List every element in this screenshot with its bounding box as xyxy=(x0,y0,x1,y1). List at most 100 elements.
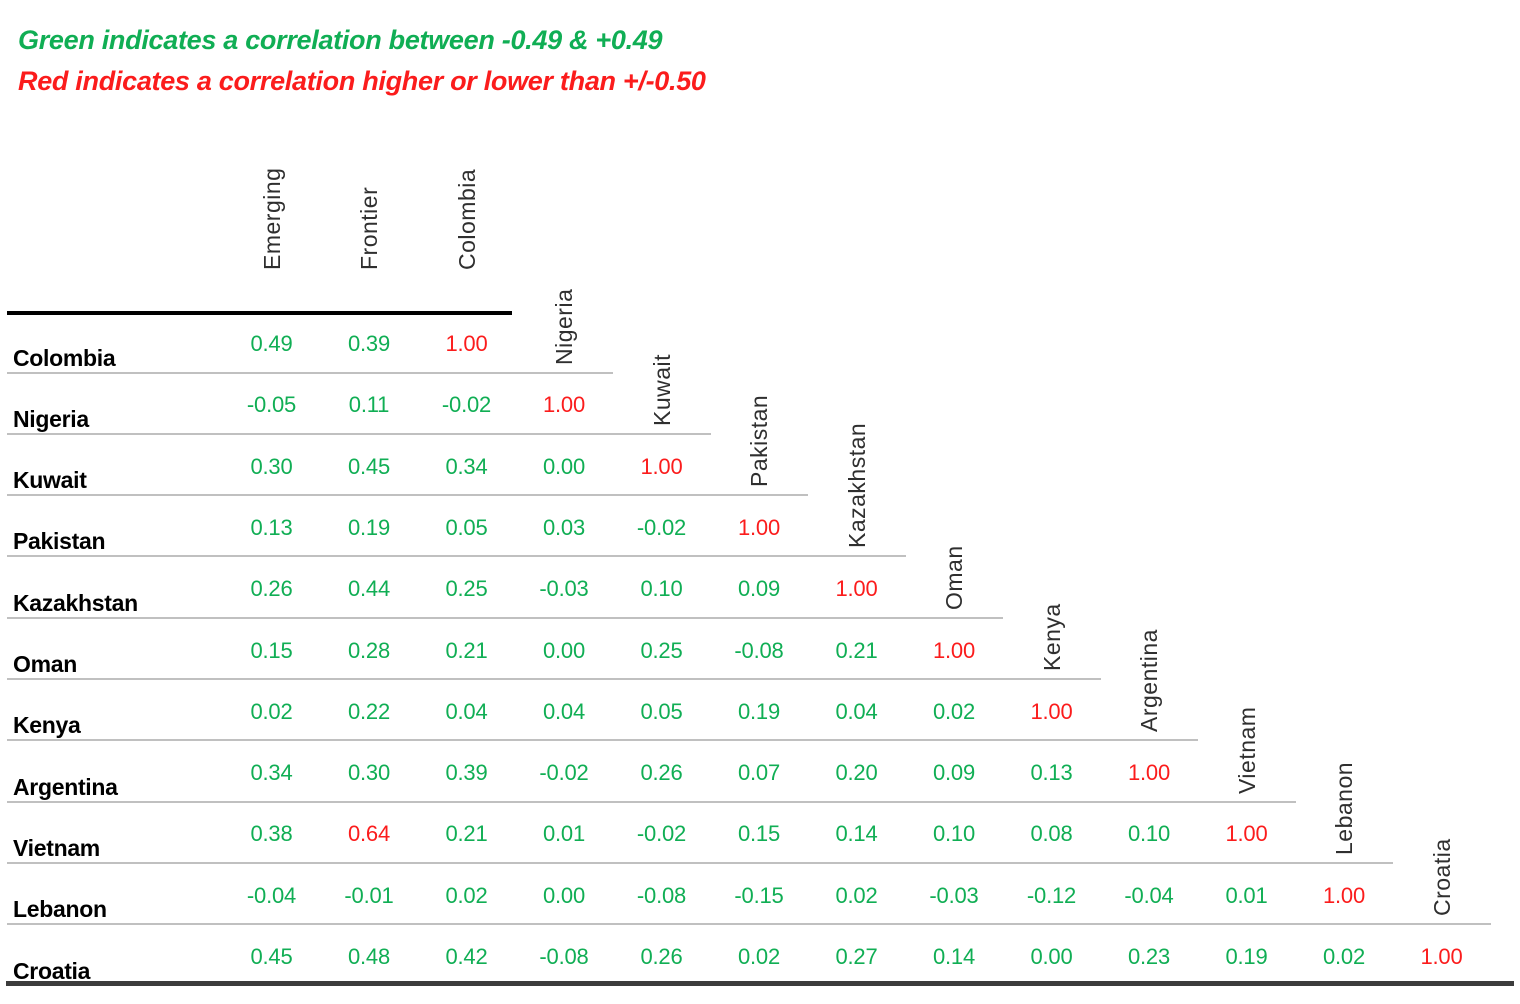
legend-red-note: Red indicates a correlation higher or lo… xyxy=(18,66,706,96)
cell-oman-oman: 1.00 xyxy=(932,637,976,663)
cell-pakistan-colombia: 0.05 xyxy=(445,514,488,540)
cell-colombia-emerging: 0.49 xyxy=(250,331,293,356)
cell-argentina-colombia: 0.39 xyxy=(445,760,488,786)
cell-argentina-nigeria: -0.02 xyxy=(539,760,589,786)
cell-kenya-kenya: 1.00 xyxy=(1030,698,1073,724)
column-header-pakistan: Pakistan xyxy=(746,394,772,488)
cell-oman-kuwait: 0.25 xyxy=(640,637,683,663)
column-header-emerging: Emerging xyxy=(258,167,285,270)
cell-kazakhstan-kuwait: 0.10 xyxy=(640,576,683,602)
cell-colombia-frontier: 0.39 xyxy=(347,331,391,356)
row-label-lebanon: Lebanon xyxy=(13,896,107,923)
header-rule xyxy=(7,311,512,315)
row-underline xyxy=(7,494,808,497)
cell-croatia-kuwait: 0.26 xyxy=(640,944,683,969)
cell-lebanon-frontier: -0.01 xyxy=(344,882,394,908)
cell-lebanon-pakistan: -0.15 xyxy=(734,882,784,908)
cell-croatia-nigeria: -0.08 xyxy=(539,944,589,969)
cell-argentina-argentina: 1.00 xyxy=(1127,760,1171,786)
cell-kazakhstan-emerging: 0.26 xyxy=(250,576,293,602)
cell-croatia-lebanon: 0.02 xyxy=(1322,944,1366,969)
column-header-frontier: Frontier xyxy=(356,186,382,270)
row-label-kazakhstan: Kazakhstan xyxy=(13,589,138,616)
cell-vietnam-argentina: 0.10 xyxy=(1127,821,1171,847)
cell-lebanon-argentina: -0.04 xyxy=(1124,882,1174,908)
cell-argentina-kenya: 0.13 xyxy=(1030,760,1073,786)
cell-lebanon-vietnam: 0.01 xyxy=(1225,882,1268,908)
cell-oman-kazakhstan: 0.21 xyxy=(835,637,878,663)
row-label-colombia: Colombia xyxy=(13,344,116,371)
cell-lebanon-kazakhstan: 0.02 xyxy=(835,882,878,908)
column-header-lebanon: Lebanon xyxy=(1331,761,1357,855)
row-label-argentina: Argentina xyxy=(13,773,118,800)
cell-kenya-colombia: 0.04 xyxy=(445,698,488,724)
cell-kazakhstan-nigeria: -0.03 xyxy=(539,576,589,602)
column-header-kazakhstan: Kazakhstan xyxy=(843,423,870,549)
cell-pakistan-emerging: 0.13 xyxy=(250,514,293,540)
cell-nigeria-nigeria: 1.00 xyxy=(542,392,586,418)
cell-croatia-frontier: 0.48 xyxy=(347,944,391,969)
cell-kenya-kazakhstan: 0.04 xyxy=(835,698,878,724)
column-header-argentina: Argentina xyxy=(1136,629,1162,733)
cell-vietnam-frontier: 0.64 xyxy=(347,821,391,847)
row-label-vietnam: Vietnam xyxy=(13,834,100,861)
cell-kuwait-kuwait: 1.00 xyxy=(640,453,683,479)
row-label-croatia: Croatia xyxy=(13,957,91,984)
cell-kazakhstan-pakistan: 0.09 xyxy=(737,576,781,602)
row-underline xyxy=(7,616,1003,619)
column-header-nigeria: Nigeria xyxy=(551,288,577,365)
cell-croatia-argentina: 0.23 xyxy=(1127,944,1171,969)
cell-argentina-emerging: 0.34 xyxy=(250,760,293,786)
cell-pakistan-frontier: 0.19 xyxy=(347,514,391,540)
row-underline xyxy=(7,555,906,558)
row-label-kenya: Kenya xyxy=(13,712,81,739)
cell-kuwait-emerging: 0.30 xyxy=(250,453,293,479)
cell-nigeria-frontier: 0.11 xyxy=(348,392,390,418)
row-label-pakistan: Pakistan xyxy=(13,528,106,555)
row-underline xyxy=(7,739,1198,742)
legend-green-note: Green indicates a correlation between -0… xyxy=(18,25,663,55)
cell-pakistan-kuwait: -0.02 xyxy=(636,514,687,540)
cell-kenya-emerging: 0.02 xyxy=(250,698,293,724)
cell-pakistan-pakistan: 1.00 xyxy=(737,514,781,540)
column-header-colombia: Colombia xyxy=(453,168,480,270)
cell-kazakhstan-frontier: 0.44 xyxy=(347,576,391,602)
cell-croatia-emerging: 0.45 xyxy=(250,944,293,969)
cell-vietnam-pakistan: 0.15 xyxy=(737,821,781,847)
cell-vietnam-kazakhstan: 0.14 xyxy=(835,821,878,847)
column-header-vietnam: Vietnam xyxy=(1233,706,1260,794)
cell-kenya-frontier: 0.22 xyxy=(347,698,391,724)
legend: Green indicates a correlation between -0… xyxy=(18,20,706,102)
cell-argentina-kuwait: 0.26 xyxy=(640,760,683,786)
cell-argentina-oman: 0.09 xyxy=(932,760,976,786)
cell-croatia-kenya: 0.00 xyxy=(1030,944,1073,969)
cell-vietnam-kenya: 0.08 xyxy=(1030,821,1073,847)
row-label-nigeria: Nigeria xyxy=(13,405,89,432)
bottom-rule xyxy=(6,981,1514,986)
row-underline xyxy=(7,800,1296,803)
column-header-kenya: Kenya xyxy=(1038,603,1065,671)
cell-pakistan-nigeria: 0.03 xyxy=(542,514,586,540)
cell-colombia-colombia: 1.00 xyxy=(445,331,488,356)
row-underline xyxy=(7,861,1393,864)
cell-nigeria-emerging: -0.05 xyxy=(246,392,297,418)
cell-croatia-pakistan: 0.02 xyxy=(737,944,781,969)
row-label-oman: Oman xyxy=(13,651,77,677)
cell-nigeria-colombia: -0.02 xyxy=(441,392,492,418)
cell-lebanon-emerging: -0.04 xyxy=(246,882,297,908)
cell-vietnam-vietnam: 1.00 xyxy=(1225,821,1268,847)
cell-kuwait-colombia: 0.34 xyxy=(445,453,488,479)
cell-kuwait-frontier: 0.45 xyxy=(347,453,391,479)
cell-kenya-nigeria: 0.04 xyxy=(542,698,586,724)
cell-argentina-pakistan: 0.07 xyxy=(737,760,781,786)
cell-kuwait-nigeria: 0.00 xyxy=(542,453,586,479)
cell-argentina-kazakhstan: 0.20 xyxy=(835,760,878,786)
cell-vietnam-kuwait: -0.02 xyxy=(636,821,687,847)
row-underline xyxy=(7,432,711,435)
cell-lebanon-nigeria: 0.00 xyxy=(542,882,586,908)
cell-croatia-oman: 0.14 xyxy=(932,944,976,969)
column-header-kuwait: Kuwait xyxy=(648,353,675,426)
cell-croatia-vietnam: 0.19 xyxy=(1225,944,1268,969)
